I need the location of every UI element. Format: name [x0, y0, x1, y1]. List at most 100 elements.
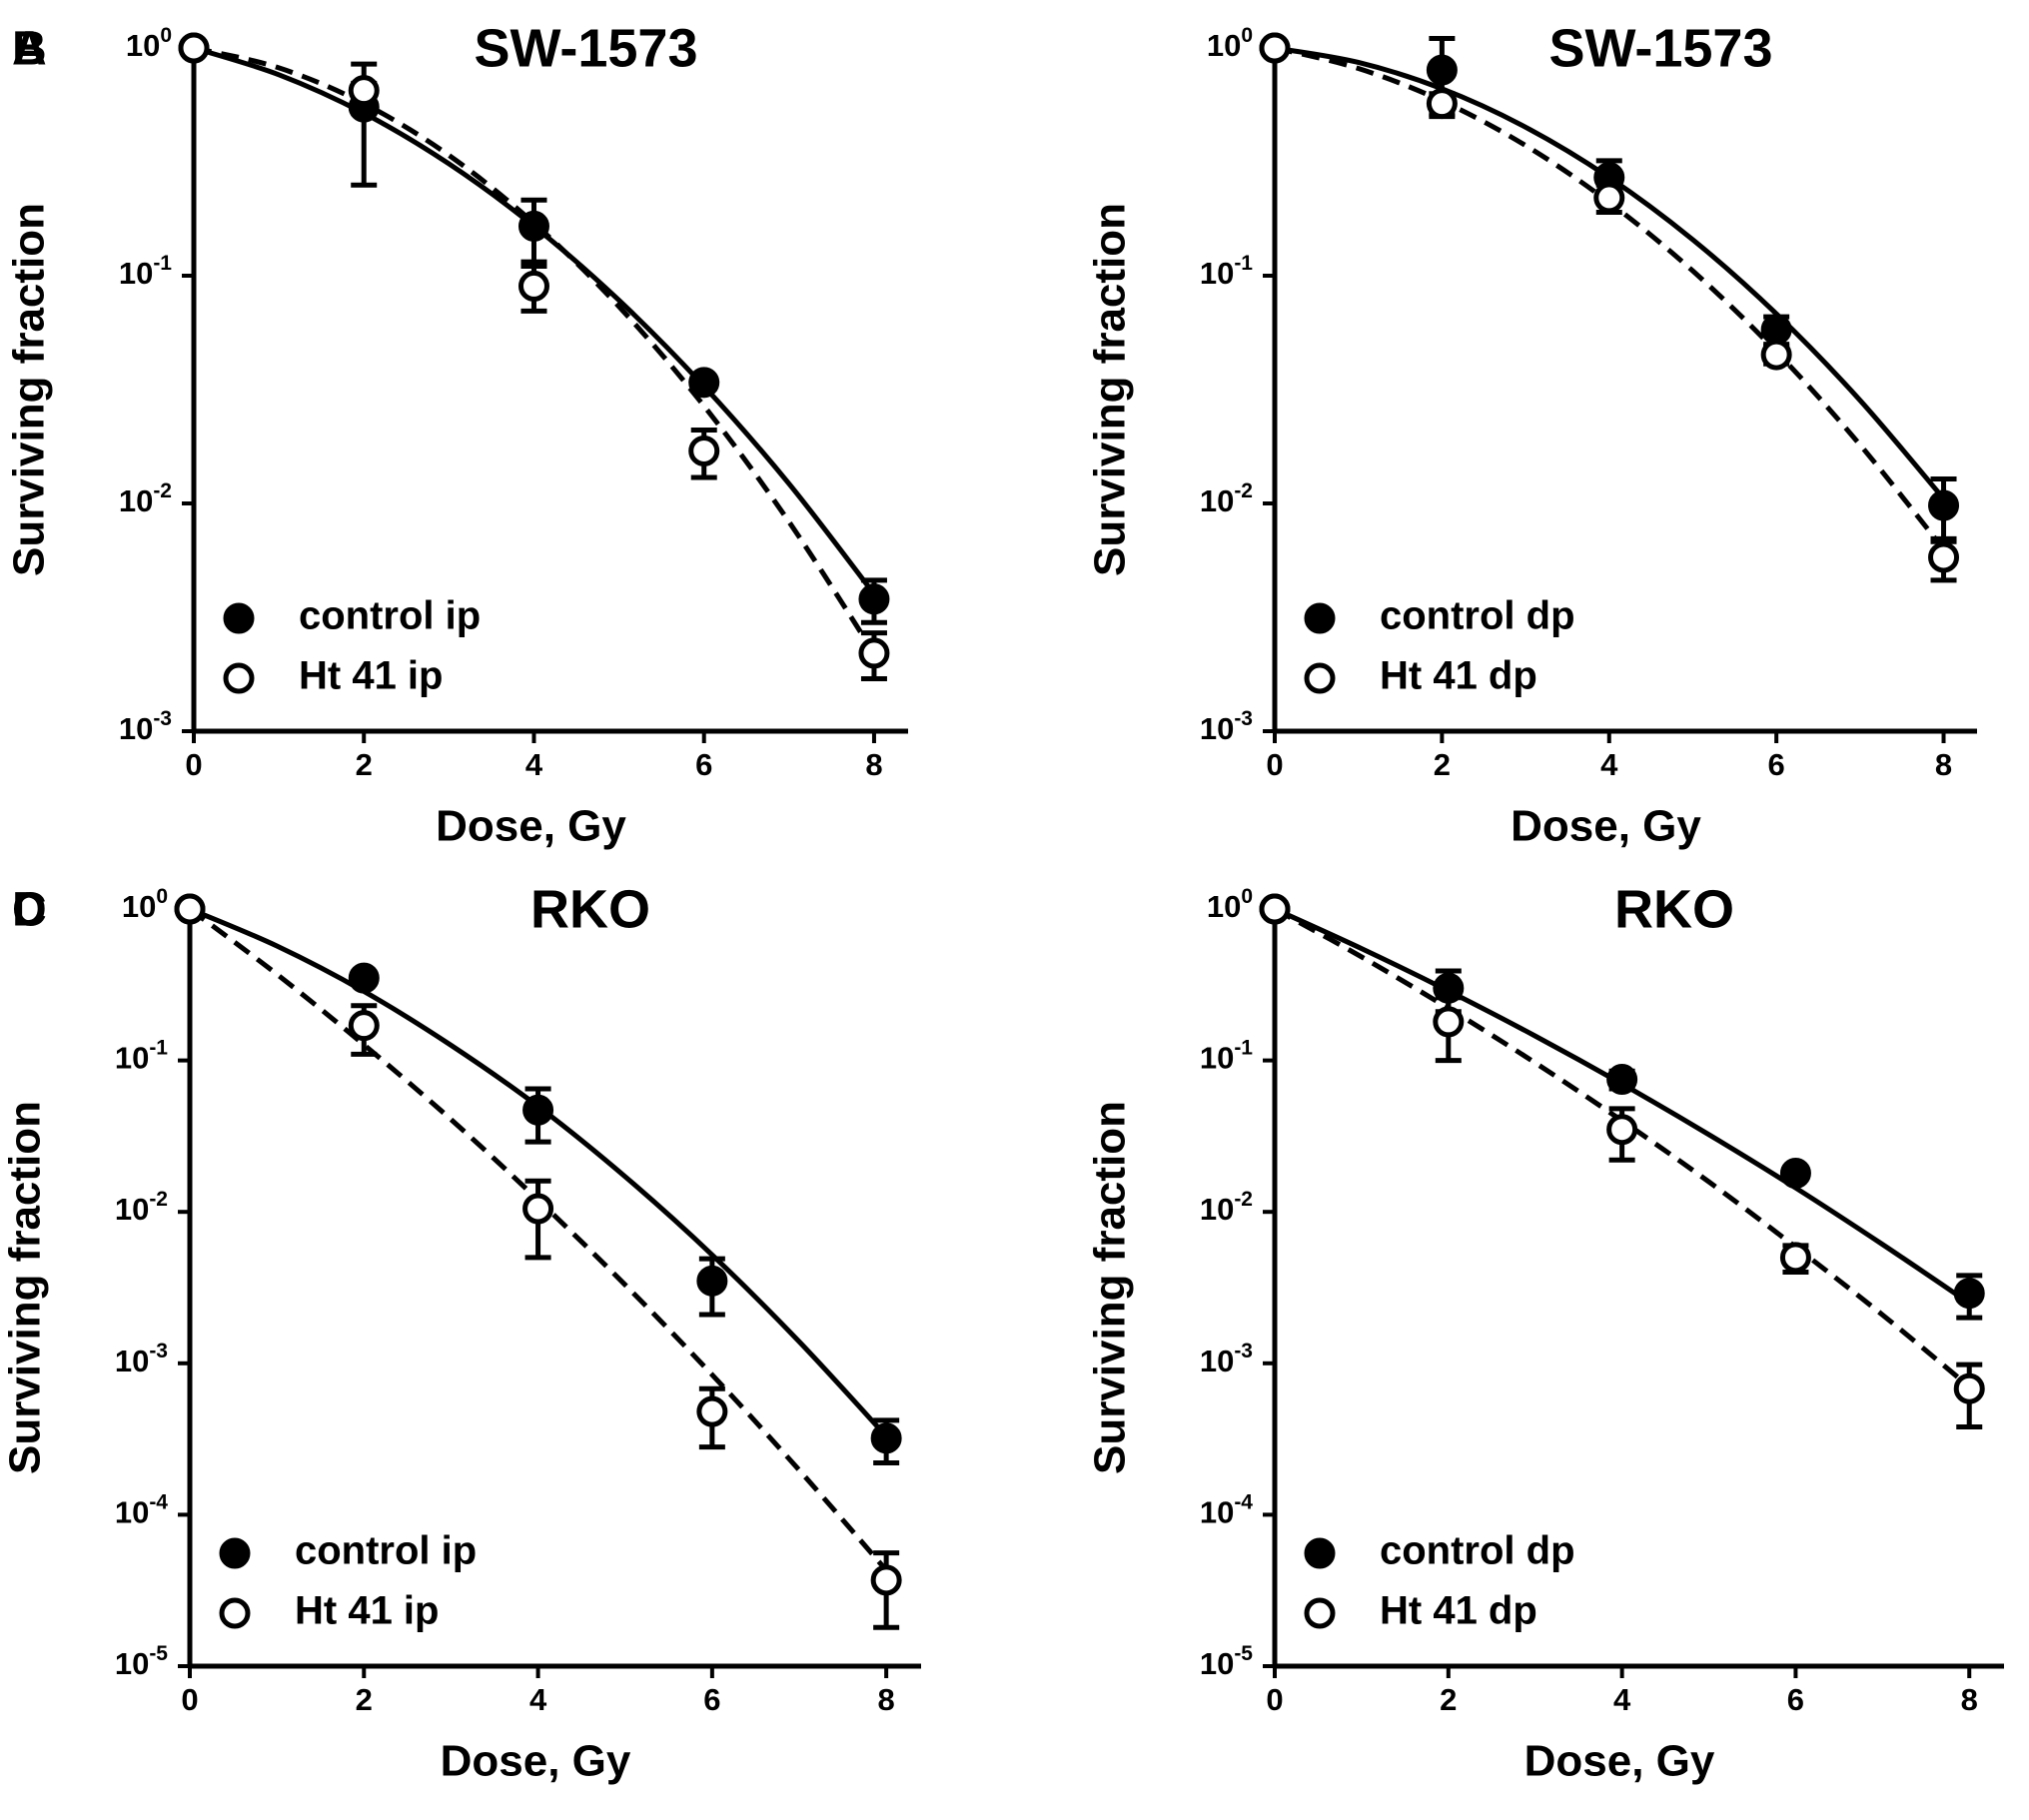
- tick-base: 10: [115, 1495, 149, 1530]
- y-tick-label: 10-2: [119, 479, 172, 519]
- tick-exponent: -4: [1234, 1490, 1253, 1513]
- tick-exponent: 0: [156, 885, 168, 908]
- data-point: [858, 583, 890, 615]
- tick-base: 10: [115, 1041, 149, 1076]
- data-point: [1426, 88, 1458, 120]
- x-axis-label: Dose, Gy: [436, 802, 626, 851]
- x-axis-label: Dose, Gy: [1511, 802, 1701, 851]
- tick-exponent: -1: [1234, 1036, 1253, 1059]
- tick-base: 10: [119, 256, 153, 291]
- legend-label: control dp: [1380, 594, 1575, 638]
- panel-letter: C: [12, 884, 47, 937]
- data-point: [870, 1564, 902, 1596]
- x-tick-label: 6: [1768, 747, 1785, 782]
- tick-base: 10: [115, 1646, 149, 1681]
- data-point: [348, 1010, 380, 1042]
- tick-base: 10: [1200, 483, 1234, 518]
- x-tick-label: 8: [1935, 747, 1952, 782]
- data-point: [1426, 54, 1458, 86]
- fit-curve: [189, 906, 888, 1438]
- y-tick-label: 10-2: [115, 1188, 168, 1228]
- data-point: [688, 367, 720, 399]
- panel-letter: A: [12, 23, 47, 76]
- data-point: [1928, 541, 1960, 573]
- data-point: [1259, 32, 1291, 64]
- x-tick-label: 6: [695, 747, 712, 782]
- legend-marker: [223, 662, 255, 694]
- x-tick-label: 2: [356, 747, 373, 782]
- y-tick-label: 10-2: [1200, 479, 1253, 519]
- y-tick-label: 10-3: [115, 1339, 168, 1378]
- data-point: [1779, 1242, 1811, 1274]
- legend-label: Ht 41 dp: [1380, 654, 1537, 698]
- tick-exponent: -2: [1234, 479, 1253, 502]
- y-axis-label: Surviving fraction: [1, 1101, 50, 1474]
- chart-title: RKO: [530, 879, 650, 939]
- data-point: [1779, 1158, 1811, 1190]
- tick-exponent: -2: [153, 479, 172, 502]
- y-tick-label: 10-1: [119, 252, 172, 292]
- chart-title: RKO: [1614, 879, 1734, 939]
- y-tick-label: 10-1: [115, 1036, 168, 1076]
- legend-marker: [219, 1597, 251, 1629]
- legend-marker: [1304, 1597, 1336, 1629]
- tick-base: 10: [1200, 1344, 1234, 1378]
- y-tick-label: 10-1: [1200, 252, 1253, 292]
- y-axis-label: Surviving fraction: [1086, 1101, 1135, 1474]
- tick-exponent: -5: [1234, 1642, 1253, 1665]
- panel-letter: D: [12, 884, 47, 937]
- legend-marker: [1304, 1537, 1336, 1569]
- data-point: [1593, 182, 1625, 214]
- fit-curve: [193, 45, 876, 596]
- data-point: [696, 1395, 728, 1427]
- x-tick-label: 0: [181, 1682, 198, 1717]
- y-tick-label: 100: [1207, 885, 1253, 925]
- legend-marker: [1304, 602, 1336, 634]
- data-point: [696, 1265, 728, 1297]
- tick-base: 10: [122, 889, 156, 924]
- data-point: [870, 1422, 902, 1454]
- y-tick-label: 10-3: [119, 707, 172, 747]
- tick-exponent: -4: [149, 1490, 168, 1513]
- x-tick-label: 0: [1266, 747, 1283, 782]
- x-tick-label: 4: [529, 1682, 547, 1717]
- y-tick-label: 100: [122, 885, 168, 925]
- tick-exponent: -1: [149, 1036, 168, 1059]
- chart-title: SW-1573: [474, 18, 697, 78]
- fit-curve: [1274, 45, 1946, 551]
- y-tick-label: 10-2: [1200, 1188, 1253, 1228]
- legend-label: Ht 41 ip: [295, 1589, 439, 1633]
- data-point: [1953, 1278, 1985, 1310]
- x-tick-label: 6: [1787, 1682, 1804, 1717]
- data-point: [174, 893, 206, 925]
- data-point: [1606, 1064, 1638, 1096]
- y-tick-label: 100: [126, 24, 172, 64]
- tick-base: 10: [1200, 256, 1234, 291]
- legend-marker: [1304, 662, 1336, 694]
- tick-exponent: 0: [160, 24, 172, 47]
- tick-base: 10: [1207, 28, 1241, 63]
- legend-label: control dp: [1380, 1529, 1575, 1573]
- data-point: [1760, 339, 1792, 371]
- y-tick-label: 10-1: [1200, 1036, 1253, 1076]
- x-tick-label: 8: [1961, 1682, 1978, 1717]
- tick-base: 10: [1200, 1192, 1234, 1227]
- data-point: [1606, 1114, 1638, 1146]
- data-point: [858, 637, 890, 669]
- tick-exponent: -3: [1234, 707, 1253, 730]
- data-point: [1259, 893, 1291, 925]
- y-axis-label: Surviving fraction: [5, 203, 54, 576]
- data-point: [178, 32, 210, 64]
- legend-marker: [223, 602, 255, 634]
- x-tick-label: 2: [1440, 1682, 1457, 1717]
- y-tick-label: 100: [1207, 24, 1253, 64]
- legend-label: control ip: [295, 1529, 477, 1573]
- data-point: [1433, 1006, 1465, 1038]
- data-point: [348, 75, 380, 107]
- chart-title: SW-1573: [1548, 18, 1772, 78]
- x-axis-label: Dose, Gy: [1524, 1737, 1715, 1786]
